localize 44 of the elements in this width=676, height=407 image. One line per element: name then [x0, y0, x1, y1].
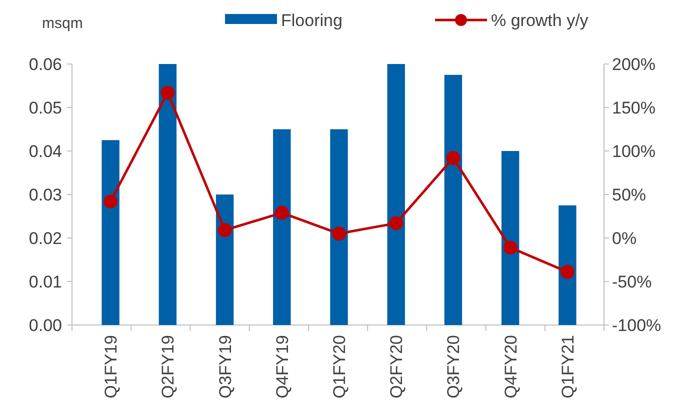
point	[503, 240, 518, 255]
point	[389, 216, 404, 230]
x-tick-label: Q4FY20	[501, 335, 520, 398]
x-tick-label: Q1FY21	[558, 335, 578, 398]
bar	[387, 64, 405, 325]
y-tick-label: 0.00	[28, 316, 62, 335]
bar	[501, 151, 520, 325]
point	[218, 223, 232, 238]
x-tick-label: Q3FY19	[216, 335, 235, 398]
y-tick-label: 0.05	[28, 98, 62, 118]
y-tick-label: 0.06	[28, 54, 62, 74]
point	[104, 194, 118, 208]
point	[446, 150, 460, 165]
bar	[216, 194, 234, 325]
y-tick-label: 0.02	[28, 228, 62, 248]
point	[560, 264, 574, 279]
bar	[273, 129, 291, 325]
y-tick-label: 0.01	[28, 272, 62, 292]
y2-tick-label: 50%	[612, 185, 646, 204]
y2-tick-label: -50%	[612, 272, 652, 292]
bar	[158, 64, 177, 325]
point	[160, 86, 175, 100]
y2-tick-label: 200%	[612, 54, 656, 74]
x-tick-label: Q2FY20	[387, 335, 406, 398]
bar	[330, 129, 348, 325]
y-tick-label: 0.04	[28, 142, 62, 161]
y-axis-title: msqm	[42, 15, 83, 32]
x-tick-label: Q3FY20	[444, 335, 464, 398]
bar	[444, 74, 462, 325]
x-tick-label: Q1FY19	[102, 335, 121, 398]
y2-tick-label: -100%	[612, 316, 662, 335]
y2-tick-label: 0%	[612, 228, 637, 248]
y2-tick-label: 100%	[612, 142, 656, 161]
bar	[558, 205, 576, 325]
legend-label: % growth y/y	[491, 10, 589, 30]
legend-label: Flooring	[281, 10, 342, 30]
y2-tick-label: 150%	[612, 98, 656, 118]
x-tick-label: Q1FY20	[330, 335, 349, 398]
bar	[102, 140, 120, 325]
point	[274, 206, 289, 220]
x-tick-label: Q4FY19	[272, 335, 292, 398]
point	[332, 226, 346, 241]
x-tick-label: Q2FY19	[158, 335, 178, 398]
y-tick-label: 0.03	[28, 185, 62, 204]
